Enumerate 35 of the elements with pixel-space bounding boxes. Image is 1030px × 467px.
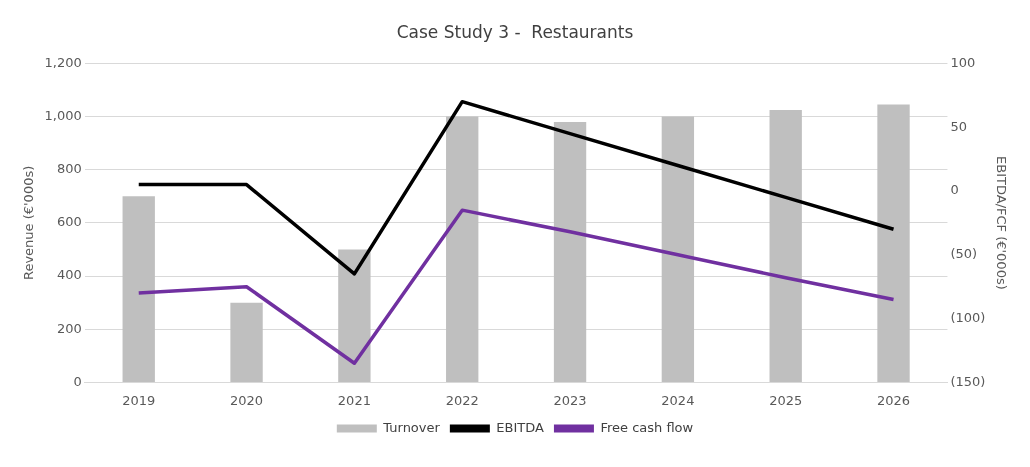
x-tick-label: 2020 xyxy=(230,392,264,408)
y-tick-label: 400 xyxy=(56,267,82,283)
y-tick-label: 1,000 xyxy=(44,107,82,123)
y2-axis-title: EBITDA/FCF (€'000s) xyxy=(993,156,1009,290)
bar xyxy=(230,302,263,382)
y-tick-label: 200 xyxy=(56,320,82,336)
x-tick-label: 2023 xyxy=(553,392,587,408)
x-tick-label: 2021 xyxy=(337,392,371,408)
x-tick-label: 2024 xyxy=(661,392,695,408)
y2-tick-label: (50) xyxy=(950,246,978,262)
bar xyxy=(446,116,479,382)
bar xyxy=(338,249,371,382)
x-tick-label: 2026 xyxy=(876,392,911,408)
x-tick-label: 2022 xyxy=(445,392,479,408)
y2-tick-label: (150) xyxy=(950,373,986,389)
y2-tick-label: 100 xyxy=(950,54,976,70)
legend-label: EBITDA xyxy=(496,419,545,435)
y2-tick-label: 50 xyxy=(950,118,967,134)
x-tick-label: 2025 xyxy=(769,392,803,408)
bar xyxy=(122,196,155,382)
x-tick-label: 2019 xyxy=(122,392,156,408)
legend-label: Turnover xyxy=(382,419,441,435)
bar xyxy=(769,109,802,382)
bar xyxy=(553,121,587,382)
y2-tick-label: 0 xyxy=(950,182,959,198)
legend-label: Free cash flow xyxy=(600,419,694,435)
chart-title: Case Study 3 - Restaurants xyxy=(396,21,634,42)
y2-tick-label: (100) xyxy=(950,309,986,325)
bar xyxy=(661,116,695,382)
y-axis-title: Revenue (€'000s) xyxy=(21,165,37,281)
bar xyxy=(877,104,910,382)
y-tick-label: 800 xyxy=(56,161,82,177)
y-tick-label: 1,200 xyxy=(44,54,82,70)
y-tick-label: 0 xyxy=(73,373,82,389)
y-tick-label: 600 xyxy=(56,214,82,230)
